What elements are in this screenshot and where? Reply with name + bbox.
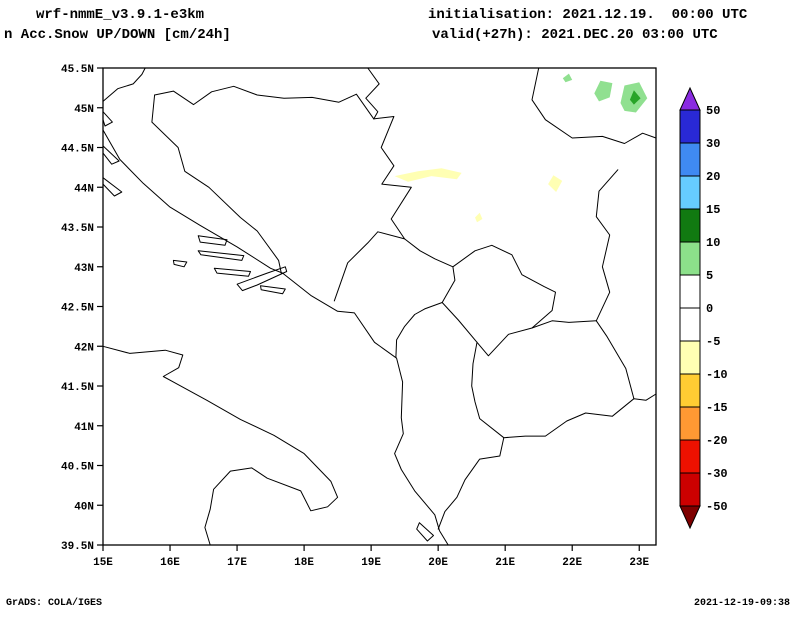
colorbar-level-label: 30 bbox=[706, 137, 720, 151]
field-title: n Acc.Snow UP/DOWN [cm/24h] bbox=[4, 27, 231, 43]
border-bosnia-serbia-drina bbox=[333, 116, 412, 302]
colorbar-level-label: 0 bbox=[706, 302, 713, 316]
lat-tick-label: 40N bbox=[74, 501, 94, 513]
lat-tick-label: 43N bbox=[74, 263, 94, 275]
colorbar-segment bbox=[679, 175, 701, 210]
island-corfu bbox=[416, 522, 434, 542]
border-croatia-bosnia-west bbox=[151, 94, 282, 274]
colorbar-level-label: -5 bbox=[706, 335, 720, 349]
border-macedonia-greece bbox=[503, 398, 635, 439]
map-frame bbox=[102, 67, 657, 546]
lat-tick-label: 44N bbox=[74, 183, 94, 195]
lat-tick-label: 41N bbox=[74, 422, 94, 434]
border-croatia-serbia bbox=[365, 67, 380, 120]
melt-patch-yellow-3 bbox=[475, 212, 483, 223]
grads-credit: GrADS: COLA/IGES bbox=[6, 598, 103, 609]
coastlines-borders-layer bbox=[102, 67, 657, 546]
creation-timestamp: 2021-12-19-09:38 bbox=[693, 598, 790, 609]
colorbar-level-label: 50 bbox=[706, 104, 720, 118]
colorbar-segment bbox=[679, 109, 701, 144]
snow-patch-green-dark bbox=[629, 90, 641, 105]
lon-tick-label: 20E bbox=[428, 557, 448, 569]
lon-tick-label: 15E bbox=[93, 557, 113, 569]
island-mljet bbox=[260, 285, 286, 295]
colorbar-level-label: 20 bbox=[706, 170, 720, 184]
lat-tick-label: 44.5N bbox=[61, 144, 94, 156]
lon-tick-label: 16E bbox=[160, 557, 180, 569]
lon-tick-label: 21E bbox=[495, 557, 515, 569]
colorbar-level-label: 15 bbox=[706, 203, 720, 217]
border-montenegro-serbia bbox=[404, 238, 454, 268]
colorbar-level-label: 10 bbox=[706, 236, 720, 250]
coastline-italy bbox=[102, 345, 339, 546]
colorbar-arrow-bottom bbox=[679, 505, 701, 530]
lat-tick-label: 45N bbox=[74, 104, 94, 116]
colorbar-segment bbox=[679, 274, 701, 309]
border-albania-east bbox=[437, 341, 505, 530]
island-vis bbox=[172, 259, 188, 268]
snow-patch-green-3 bbox=[562, 73, 573, 83]
colorbar-segment bbox=[679, 373, 701, 408]
island-brac bbox=[197, 235, 228, 246]
border-croatia-bosnia-north bbox=[154, 85, 375, 120]
axis-ticks-labels: 45.5N 45N 44.5N 44N 43.5N 43N 42.5N 42N 41.5N 41N… bbox=[61, 64, 650, 569]
lon-tick-label: 22E bbox=[562, 557, 582, 569]
border-kosovo bbox=[441, 244, 556, 357]
island-hvar bbox=[197, 250, 245, 261]
lat-tick-label: 41.5N bbox=[61, 382, 94, 394]
border-montenegro-albania bbox=[395, 302, 443, 358]
lon-tick-label: 23E bbox=[629, 557, 649, 569]
colorbar-arrow-top bbox=[679, 86, 701, 111]
lat-tick-label: 42.5N bbox=[61, 303, 94, 315]
map-border-frame bbox=[102, 67, 657, 546]
model-title: wrf-nmmE_v3.9.1-e3km bbox=[36, 7, 205, 23]
lon-tick-label: 19E bbox=[361, 557, 381, 569]
lat-tick-label: 42N bbox=[74, 342, 94, 354]
melt-patch-yellow-2 bbox=[548, 175, 563, 192]
colorbar-segment bbox=[679, 241, 701, 276]
colorbar-segment bbox=[679, 208, 701, 243]
colorbar-level-label: -15 bbox=[706, 401, 728, 415]
colorbar-level-label: -10 bbox=[706, 368, 728, 382]
lon-tick-label: 18E bbox=[294, 557, 314, 569]
lat-tick-label: 43.5N bbox=[61, 223, 94, 235]
colorbar-segment bbox=[679, 142, 701, 177]
lat-tick-label: 45.5N bbox=[61, 64, 94, 76]
coastline-adriatic-east bbox=[102, 129, 449, 546]
island-pag bbox=[102, 145, 120, 165]
border-serbia-romania bbox=[531, 67, 657, 144]
border-serbia-bulgaria bbox=[595, 169, 619, 322]
border-macedonia-serbia bbox=[531, 320, 597, 329]
border-slovenia-croatia bbox=[102, 67, 146, 102]
colorbar-segment bbox=[679, 307, 701, 342]
peninsula-peljesac bbox=[236, 266, 288, 292]
snow-patches-layer bbox=[394, 73, 648, 223]
melt-patch-yellow-1 bbox=[394, 168, 462, 182]
snow-patch-green-1 bbox=[594, 80, 613, 102]
colorbar-segment bbox=[679, 439, 701, 474]
colorbar-segment bbox=[679, 340, 701, 375]
lon-tick-label: 17E bbox=[227, 557, 247, 569]
border-greece-bulgaria bbox=[633, 393, 657, 401]
island-rab bbox=[102, 111, 113, 127]
colorbar-segment bbox=[679, 406, 701, 441]
lat-tick-label: 40.5N bbox=[61, 462, 94, 474]
colorbar-segment bbox=[679, 472, 701, 507]
border-bulgaria-macedonia bbox=[595, 320, 635, 400]
colorbar-level-label: -50 bbox=[706, 500, 728, 514]
lat-tick-label: 39.5N bbox=[61, 541, 94, 553]
colorbar-level-label: 5 bbox=[706, 269, 713, 283]
island-dugi-otok bbox=[102, 177, 123, 197]
initialisation-text: initialisation: 2021.12.19. 00:00 UTC bbox=[428, 7, 748, 23]
valid-time-text: valid(+27h): 2021.DEC.20 03:00 UTC bbox=[432, 27, 718, 43]
island-korcula bbox=[213, 267, 251, 277]
colorbar-level-label: -30 bbox=[706, 467, 728, 481]
colorbar-level-label: -20 bbox=[706, 434, 728, 448]
